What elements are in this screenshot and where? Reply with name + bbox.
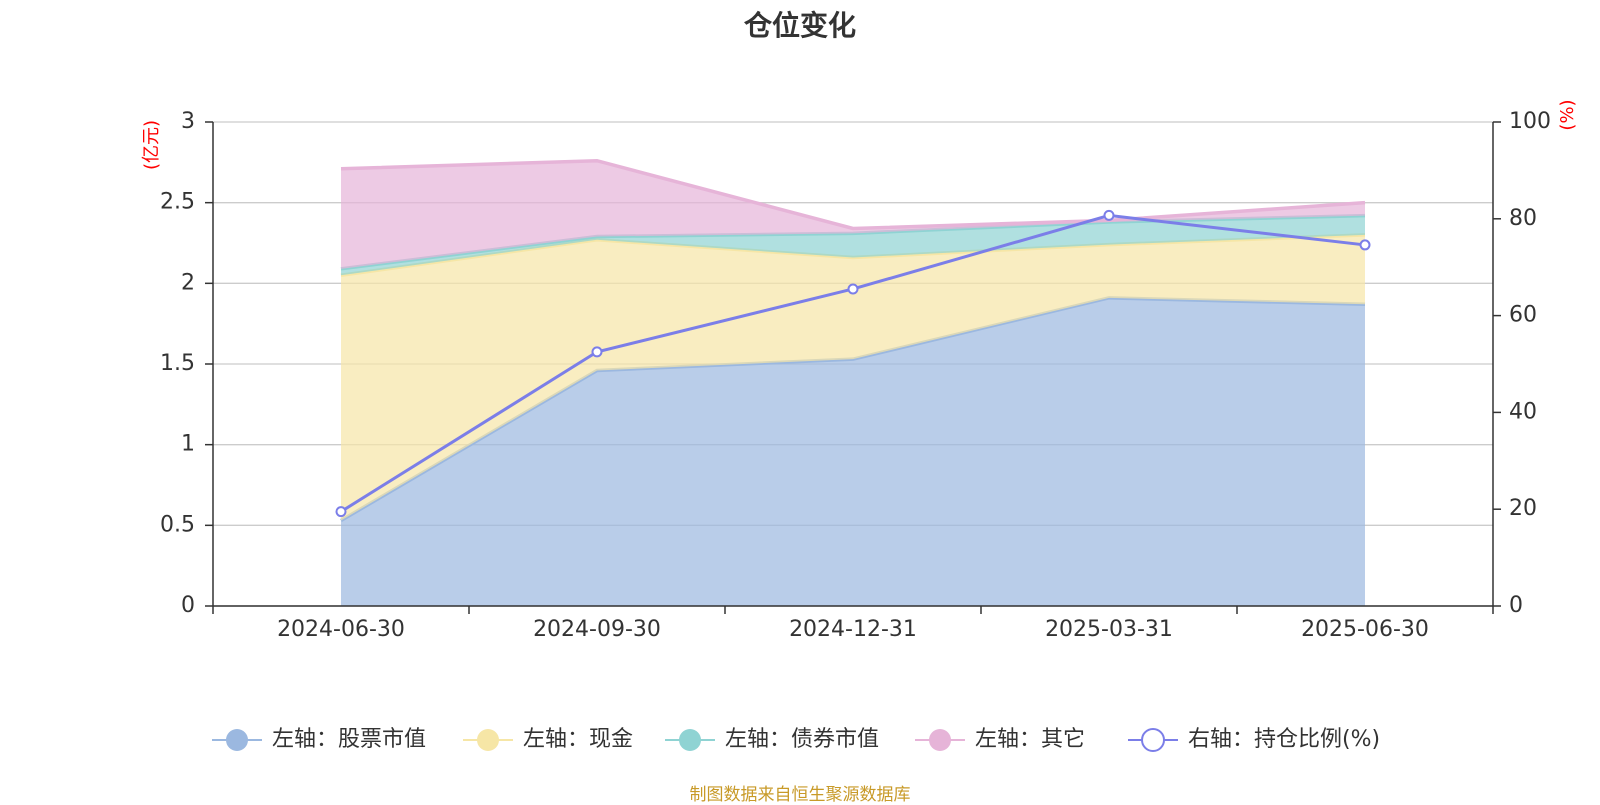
x-tick-label: 2024-06-30	[277, 617, 405, 642]
area-左轴：现金	[341, 234, 1365, 521]
data-point	[1103, 209, 1115, 221]
right-tick-label: 60	[1509, 303, 1537, 328]
data-point	[591, 346, 603, 358]
left-tick-label: 0	[181, 593, 195, 618]
data-point	[335, 506, 347, 518]
left-tick-label: 2	[181, 270, 195, 295]
right-tick-label: 20	[1509, 496, 1537, 521]
right-tick-label: 0	[1509, 593, 1523, 618]
chart-title: 仓位变化	[743, 9, 856, 42]
line-series	[335, 209, 1371, 518]
left-tick-label: 3	[181, 109, 195, 134]
right-tick-label: 100	[1509, 109, 1551, 134]
right-tick-label: 40	[1509, 399, 1537, 424]
legend-item[interactable]: 左轴：债券市值	[665, 727, 879, 752]
left-tick-label: 1	[181, 432, 195, 457]
legend-marker	[477, 729, 499, 751]
legend-marker	[679, 729, 701, 751]
area-edge-左轴：其它	[340, 158, 1366, 231]
legend-marker	[226, 729, 248, 751]
right-axis-unit: (%)	[1557, 99, 1578, 130]
legend-item[interactable]: 左轴：股票市值	[212, 727, 426, 752]
x-tick-label: 2024-12-31	[789, 617, 917, 642]
area-series	[340, 158, 1366, 606]
legend-marker	[929, 729, 951, 751]
legend-item[interactable]: 左轴：其它	[915, 727, 1085, 752]
legend-item[interactable]: 右轴：持仓比例(%)	[1128, 727, 1380, 752]
left-tick-label: 0.5	[160, 512, 195, 537]
x-tick-label: 2024-09-30	[533, 617, 661, 642]
right-tick-label: 80	[1509, 206, 1537, 231]
area-左轴：其它	[341, 160, 1365, 269]
legend-label: 左轴：现金	[523, 727, 633, 752]
legend-label: 右轴：持仓比例(%)	[1188, 727, 1380, 752]
left-tick-label: 2.5	[160, 190, 195, 215]
area-左轴：股票市值	[341, 297, 1365, 606]
axes: 0 0.5 1 1.5 2 2.5 3 0 20 40 60 80 100 2024-06-30 2024-…	[141, 99, 1578, 642]
data-point	[847, 283, 859, 295]
legend-label: 左轴：债券市值	[725, 727, 879, 752]
legend-item[interactable]: 左轴：现金	[463, 727, 633, 752]
x-tick-label: 2025-03-31	[1045, 617, 1173, 642]
left-tick-label: 1.5	[160, 351, 195, 376]
area-左轴：债券市值	[341, 215, 1365, 276]
source-note: 制图数据来自恒生聚源数据库	[689, 785, 911, 805]
legend-label: 左轴：股票市值	[272, 727, 426, 752]
data-point	[1359, 239, 1371, 251]
legend-label: 左轴：其它	[975, 727, 1085, 752]
left-axis-unit: (亿元)	[141, 120, 162, 170]
x-tick-label: 2025-06-30	[1301, 617, 1429, 642]
legend-marker	[1141, 728, 1165, 752]
legend: 左轴：股票市值 左轴：现金 左轴：债券市值 左轴：其它 右轴：持仓比例(%)	[212, 727, 1380, 752]
